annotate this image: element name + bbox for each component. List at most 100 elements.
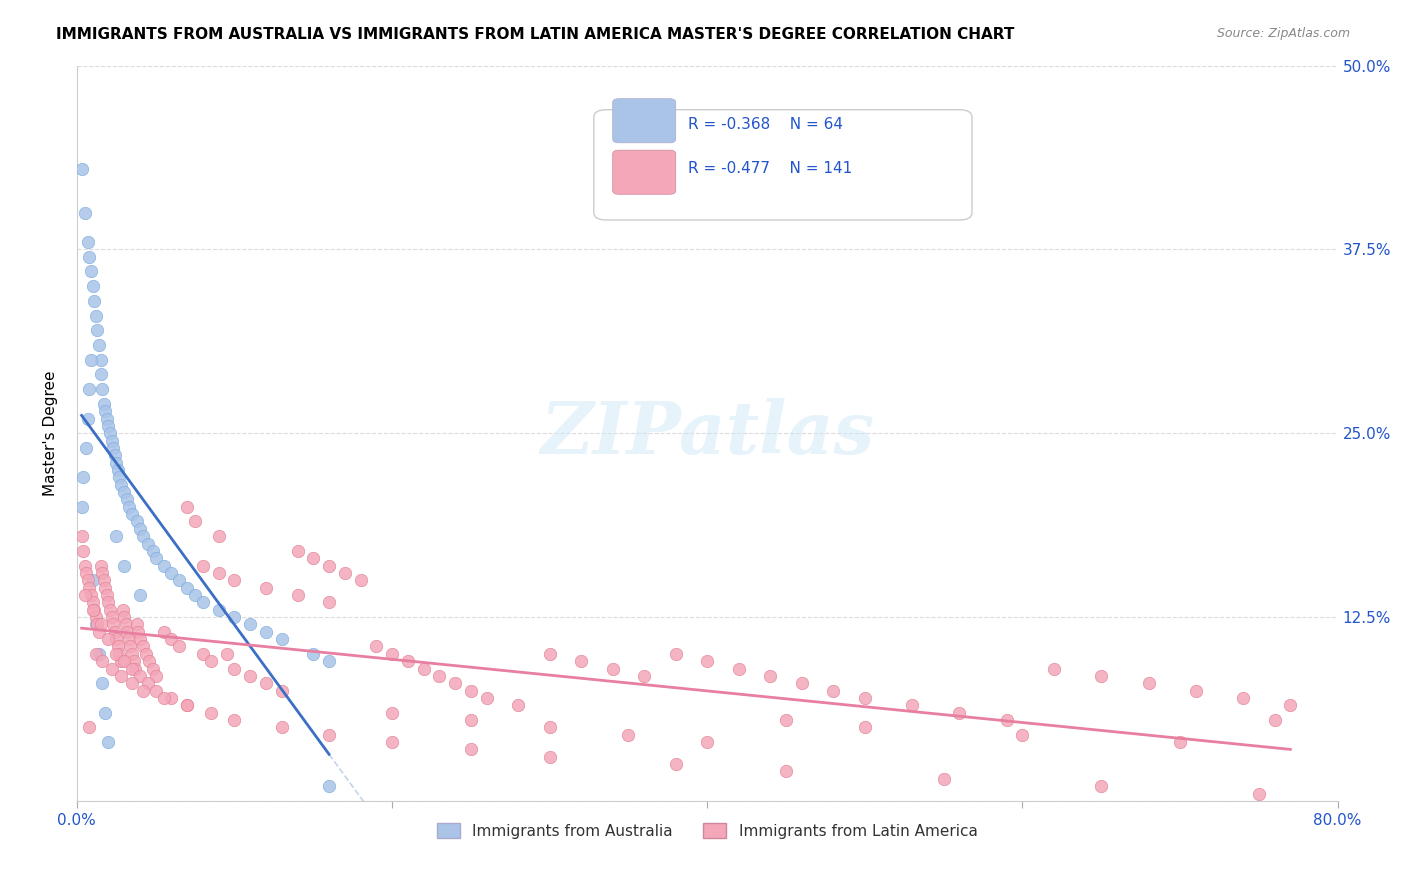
Point bbox=[932, 772, 955, 786]
Point bbox=[254, 581, 277, 595]
Point bbox=[91, 676, 114, 690]
Point bbox=[98, 603, 121, 617]
Point bbox=[1232, 690, 1254, 705]
Point bbox=[427, 669, 450, 683]
Point bbox=[101, 441, 124, 455]
FancyBboxPatch shape bbox=[613, 99, 676, 143]
Point bbox=[105, 456, 128, 470]
Point bbox=[83, 293, 105, 308]
Point bbox=[270, 720, 292, 734]
Point bbox=[665, 647, 688, 661]
Point bbox=[224, 661, 246, 675]
Point bbox=[107, 463, 129, 477]
Point bbox=[145, 683, 167, 698]
Point bbox=[112, 558, 135, 573]
Point bbox=[191, 558, 214, 573]
Point bbox=[84, 610, 107, 624]
Point bbox=[112, 610, 135, 624]
Point bbox=[94, 581, 117, 595]
Point bbox=[270, 683, 292, 698]
Point bbox=[70, 161, 93, 176]
Point bbox=[114, 617, 136, 632]
Point bbox=[121, 661, 143, 675]
Point bbox=[287, 544, 309, 558]
Point bbox=[508, 698, 530, 713]
Point bbox=[995, 713, 1018, 727]
Point bbox=[302, 551, 325, 566]
Point bbox=[104, 448, 127, 462]
Point bbox=[82, 279, 104, 293]
Point bbox=[89, 352, 111, 367]
Point bbox=[100, 661, 122, 675]
Point bbox=[215, 647, 238, 661]
Point bbox=[129, 669, 152, 683]
Point bbox=[1090, 779, 1112, 793]
Point bbox=[79, 382, 101, 396]
Point bbox=[129, 632, 152, 647]
Point bbox=[853, 720, 876, 734]
Point bbox=[127, 624, 149, 639]
Point bbox=[70, 500, 93, 514]
Point bbox=[82, 595, 104, 609]
Point bbox=[160, 690, 183, 705]
Point bbox=[169, 574, 191, 588]
Point bbox=[132, 683, 155, 698]
Point bbox=[152, 558, 174, 573]
Point bbox=[118, 500, 141, 514]
Point bbox=[121, 507, 143, 521]
Point bbox=[120, 640, 142, 654]
Point bbox=[121, 676, 143, 690]
Point bbox=[1168, 735, 1191, 749]
Point bbox=[122, 654, 145, 668]
Point bbox=[349, 574, 371, 588]
Point bbox=[333, 566, 356, 580]
Point bbox=[96, 411, 118, 425]
Point bbox=[125, 617, 148, 632]
Point bbox=[460, 742, 482, 756]
Point bbox=[97, 735, 120, 749]
Point bbox=[759, 669, 782, 683]
Point bbox=[184, 588, 207, 602]
Point bbox=[129, 588, 152, 602]
Point bbox=[381, 706, 404, 720]
Point bbox=[176, 698, 198, 713]
Point bbox=[80, 352, 103, 367]
Point bbox=[108, 470, 131, 484]
Point bbox=[318, 779, 340, 793]
Point bbox=[117, 624, 139, 639]
Point bbox=[100, 610, 122, 624]
Point bbox=[97, 632, 120, 647]
Y-axis label: Master's Degree: Master's Degree bbox=[44, 370, 58, 496]
Point bbox=[696, 735, 718, 749]
Point bbox=[176, 581, 198, 595]
Point bbox=[83, 603, 105, 617]
Point bbox=[98, 426, 121, 441]
Point bbox=[141, 544, 163, 558]
Point bbox=[633, 669, 655, 683]
Point bbox=[475, 690, 498, 705]
Point bbox=[91, 382, 114, 396]
Point bbox=[84, 617, 107, 632]
Point bbox=[184, 515, 207, 529]
Point bbox=[412, 661, 434, 675]
Point bbox=[93, 397, 115, 411]
Point bbox=[444, 676, 467, 690]
Point bbox=[79, 581, 101, 595]
Point bbox=[112, 654, 135, 668]
Point bbox=[366, 640, 388, 654]
Point bbox=[107, 640, 129, 654]
Point bbox=[538, 720, 561, 734]
Point bbox=[105, 647, 128, 661]
Point bbox=[145, 669, 167, 683]
Point bbox=[100, 434, 122, 448]
Point bbox=[129, 522, 152, 536]
Text: ZIPatlas: ZIPatlas bbox=[540, 398, 875, 468]
Point bbox=[381, 647, 404, 661]
Point bbox=[191, 595, 214, 609]
Point bbox=[287, 588, 309, 602]
Point bbox=[77, 235, 100, 249]
Text: R = -0.477    N = 141: R = -0.477 N = 141 bbox=[689, 161, 852, 177]
Point bbox=[602, 661, 624, 675]
Point bbox=[318, 595, 340, 609]
Point bbox=[91, 566, 114, 580]
